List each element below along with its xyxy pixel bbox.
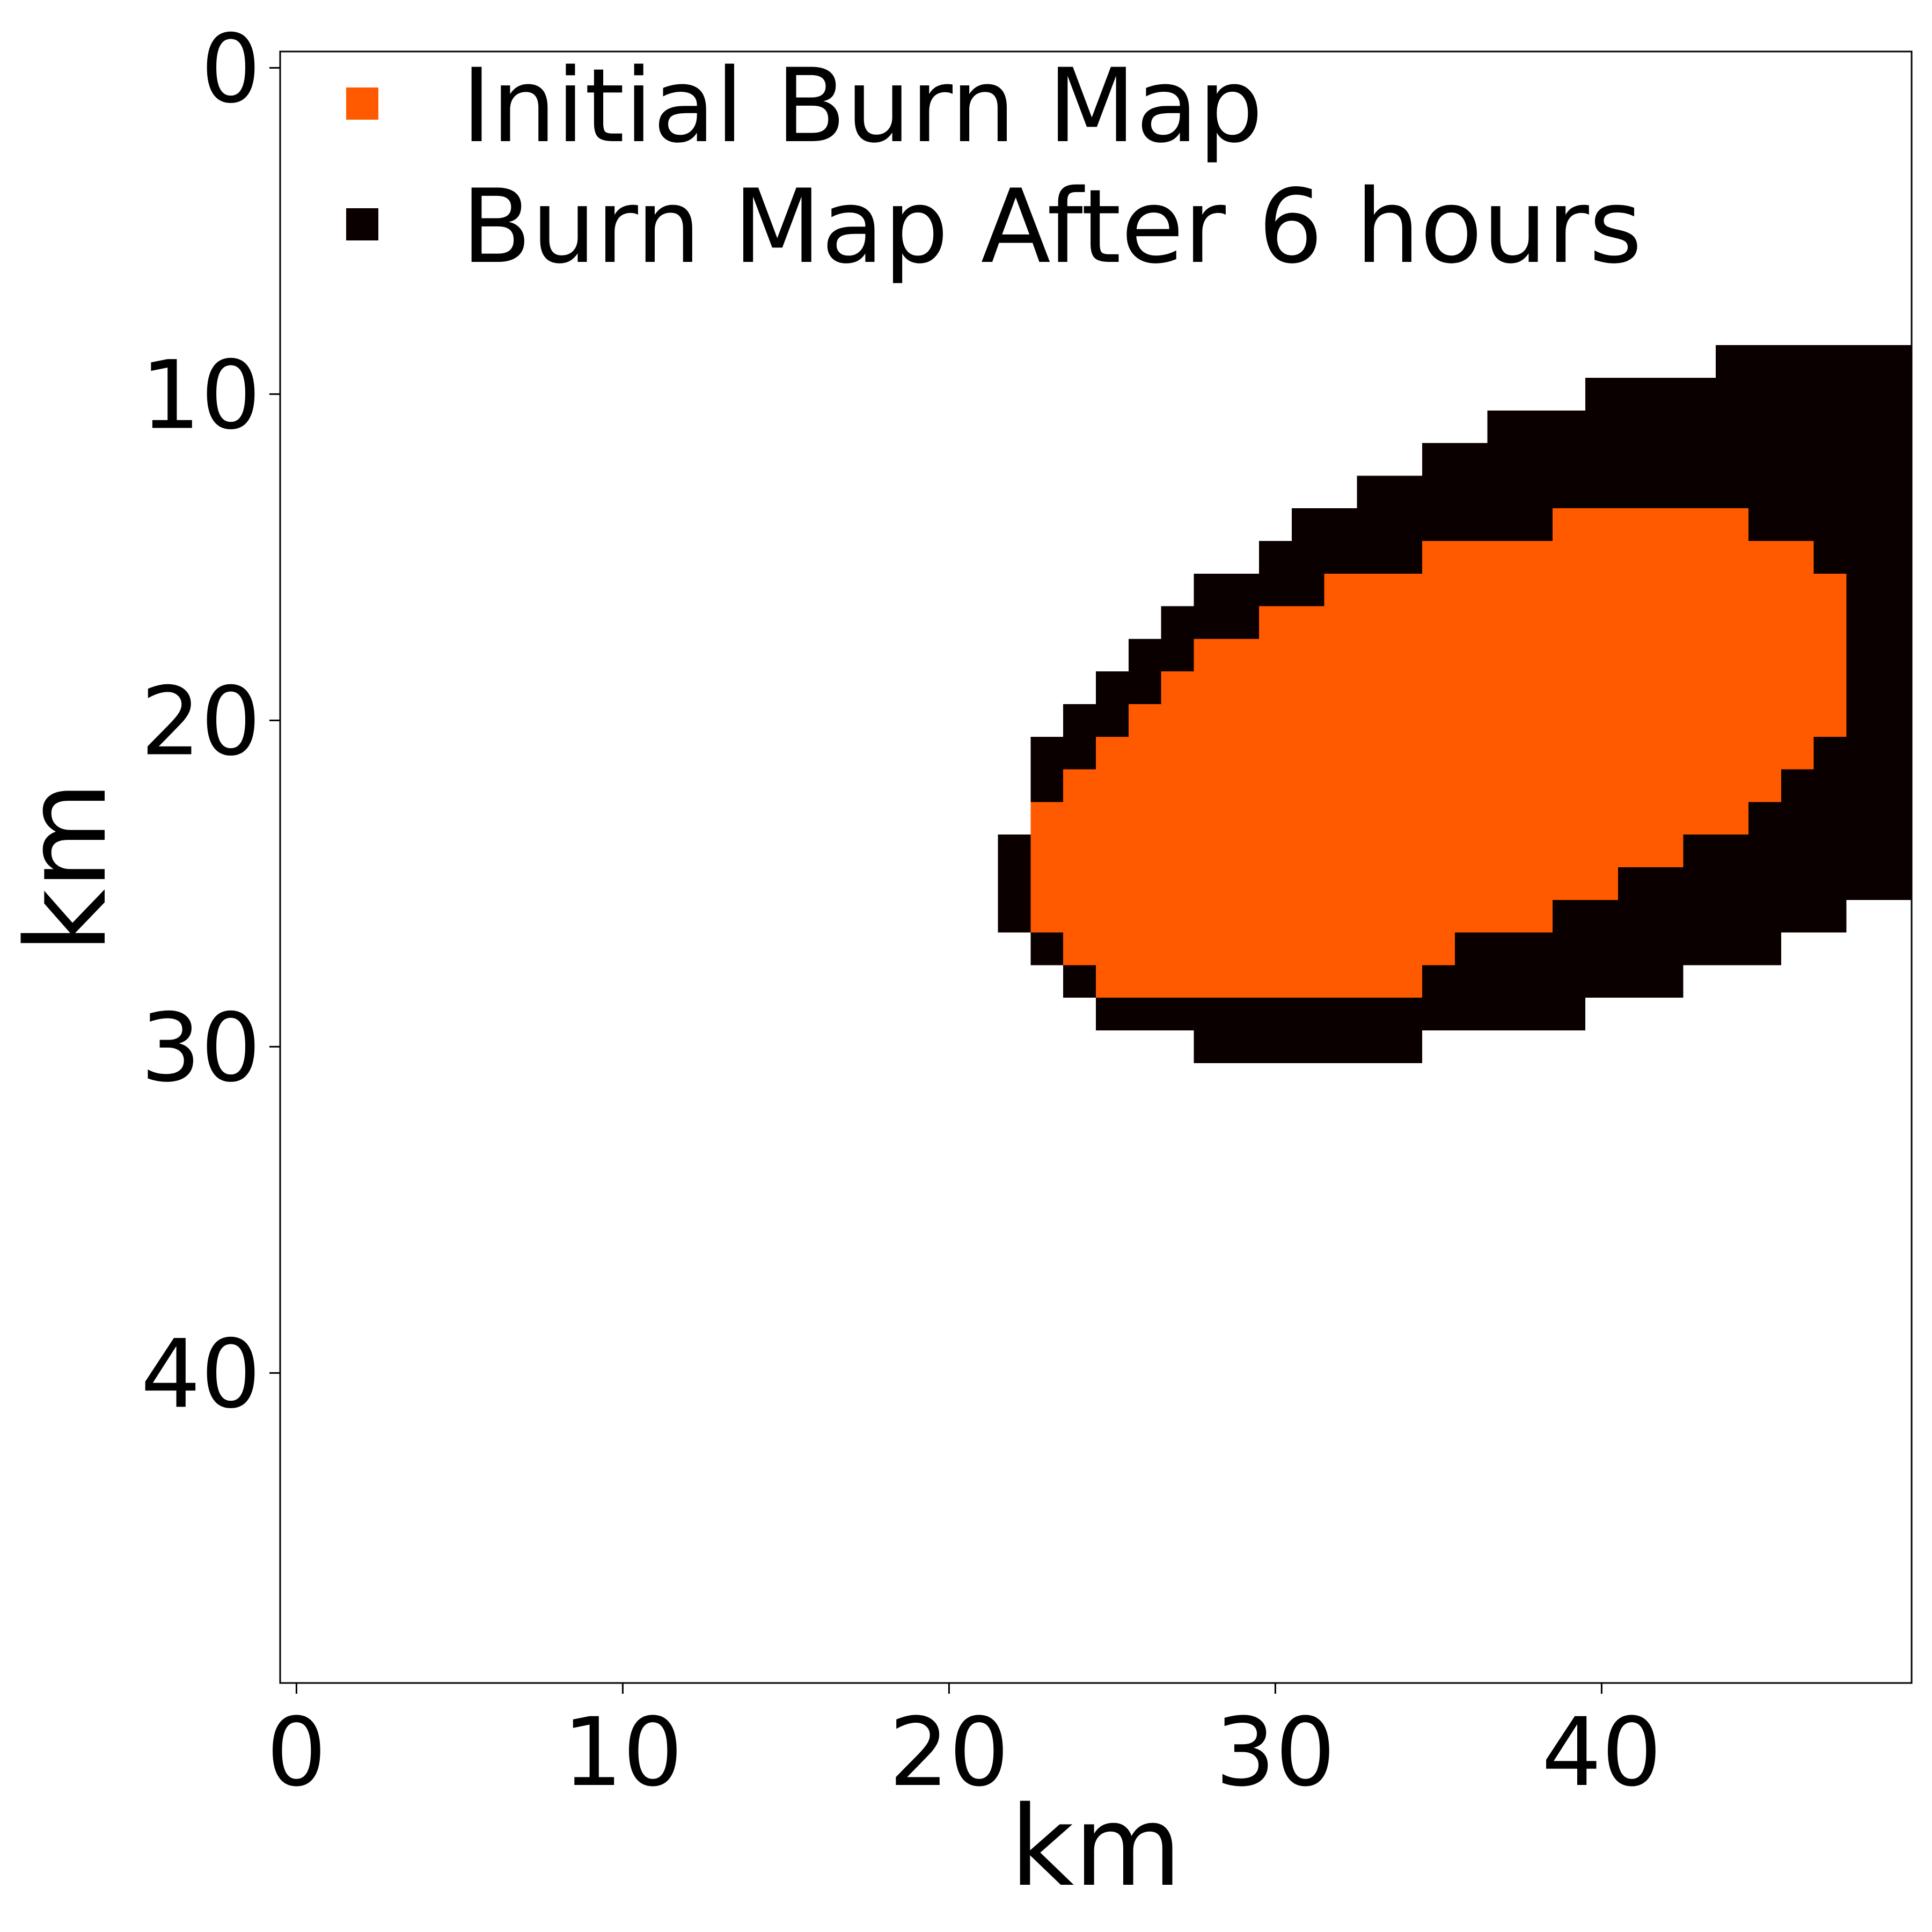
x-tick-label: 20: [889, 1697, 1009, 1807]
burn-cell-after: [1585, 378, 1912, 411]
burn-cell-after: [1291, 508, 1553, 541]
burn-cell-after: [1813, 736, 1912, 770]
burn-cell-initial: [1096, 965, 1422, 998]
legend-label: Burn Map After 6 hours: [462, 167, 1642, 286]
burn-cell-after: [1781, 769, 1912, 802]
plot-frame: [279, 50, 1913, 1684]
burn-cell-initial: [1324, 573, 1847, 606]
burn-cell-after: [1194, 573, 1324, 606]
burn-cell-after: [1063, 965, 1096, 998]
burn-cell-after: [1096, 998, 1585, 1030]
burn-cell-after: [1030, 769, 1064, 802]
burn-cell-after: [1846, 639, 1912, 672]
x-tick-label: 30: [1215, 1697, 1335, 1807]
x-tick-label: 40: [1541, 1697, 1662, 1807]
y-tick-label: 20: [141, 667, 261, 777]
legend-label: Initial Burn Map: [462, 47, 1263, 165]
legend-swatch: [346, 208, 378, 240]
x-axis-ticks: 0 10 20 30 40: [266, 1683, 1662, 1807]
burn-cell-after: [1716, 345, 1912, 378]
burn-cell-after: [998, 835, 1031, 867]
burn-cell-initial: [1259, 606, 1847, 639]
burn-cell-after: [1846, 606, 1912, 639]
burn-cell-after: [1846, 573, 1912, 606]
burn-cell-initial: [1063, 932, 1520, 965]
legend-swatch: [346, 87, 378, 120]
burn-cell-after: [1096, 671, 1161, 704]
burn-cell-initial: [1030, 867, 1651, 900]
burn-cell-after: [1063, 704, 1129, 737]
burn-cell-after: [1454, 932, 1781, 965]
y-axis-label: km: [2, 781, 131, 953]
burn-cell-after: [998, 899, 1031, 933]
y-tick-label: 30: [141, 993, 261, 1103]
burn-cell-after: [1487, 410, 1912, 443]
x-axis-label: km: [1010, 1782, 1182, 1911]
burn-cell-after: [1748, 508, 1912, 541]
burn-cell-after: [1161, 606, 1259, 639]
burn-cell-after: [1422, 965, 1684, 998]
burn-cells: [998, 345, 1912, 1063]
burn-cell-after: [1846, 671, 1912, 704]
burn-cell-initial: [1030, 835, 1684, 867]
burn-cell-initial: [1030, 899, 1618, 933]
x-tick-label: 10: [562, 1697, 683, 1807]
burn-cell-initial: [1063, 769, 1781, 802]
y-tick-label: 0: [201, 14, 261, 124]
burn-cell-after: [1128, 639, 1194, 672]
burn-cell-after: [1618, 867, 1912, 900]
burn-cell-after: [1357, 475, 1912, 509]
y-tick-label: 10: [141, 340, 261, 450]
burn-cell-after: [1683, 835, 1912, 867]
burn-cell-initial: [1422, 541, 1814, 574]
burn-cell-after: [1030, 736, 1096, 770]
burn-cell-after: [1194, 1030, 1422, 1063]
burn-cell-after: [1553, 899, 1847, 933]
burn-cell-after: [1422, 443, 1912, 476]
burn-cell-initial: [1096, 736, 1814, 770]
x-tick-label: 0: [266, 1697, 326, 1807]
burn-cell-after: [1813, 541, 1912, 574]
burn-cell-after: [1846, 704, 1912, 737]
burn-cell-after: [1030, 932, 1064, 965]
burn-cell-initial: [1030, 802, 1748, 835]
burn-cell-after: [998, 867, 1031, 900]
burn-cell-initial: [1128, 704, 1847, 737]
burn-cell-initial: [1161, 671, 1847, 704]
burn-cell-after: [1259, 541, 1422, 574]
burn-cell-after: [1748, 802, 1912, 835]
burn-cell-initial: [1194, 639, 1847, 672]
y-axis-ticks: 0 10 20 30 40: [141, 14, 280, 1429]
y-tick-label: 40: [141, 1319, 261, 1429]
burn-cell-initial: [1553, 508, 1748, 541]
